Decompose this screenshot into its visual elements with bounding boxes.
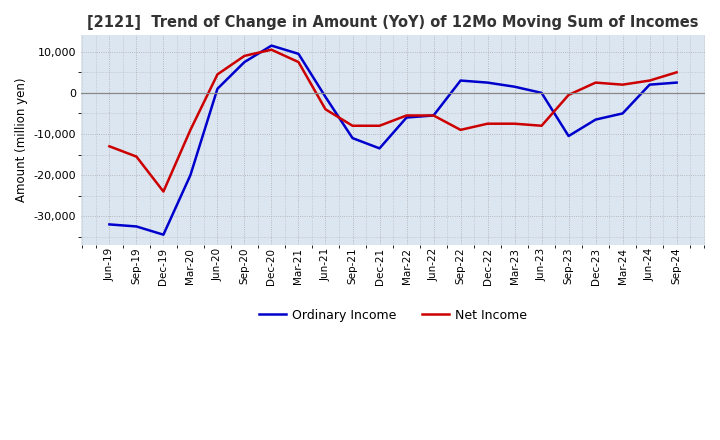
Ordinary Income [186,172,194,178]
Ordinary Income [429,113,438,118]
Net Income [618,82,627,87]
Ordinary Income [645,82,654,87]
Net Income [483,121,492,126]
Ordinary Income [510,84,519,89]
Ordinary Income [375,146,384,151]
Net Income [186,127,194,132]
Net Income [105,144,114,149]
Legend: Ordinary Income, Net Income: Ordinary Income, Net Income [253,304,533,327]
Net Income [564,92,573,98]
Line: Net Income: Net Income [109,50,677,191]
Ordinary Income [537,90,546,95]
Ordinary Income [267,43,276,48]
Net Income [429,113,438,118]
Ordinary Income [591,117,600,122]
Ordinary Income [294,51,303,56]
Ordinary Income [402,115,411,120]
Net Income [213,72,222,77]
Ordinary Income [105,222,114,227]
Ordinary Income [456,78,465,83]
Y-axis label: Amount (million yen): Amount (million yen) [15,78,28,202]
Net Income [294,59,303,65]
Net Income [132,154,140,159]
Ordinary Income [483,80,492,85]
Ordinary Income [240,59,249,65]
Net Income [456,127,465,132]
Ordinary Income [321,94,330,99]
Ordinary Income [618,111,627,116]
Ordinary Income [564,133,573,139]
Line: Ordinary Income: Ordinary Income [109,46,677,235]
Ordinary Income [672,80,681,85]
Net Income [240,53,249,59]
Ordinary Income [348,136,357,141]
Net Income [267,47,276,52]
Net Income [159,189,168,194]
Net Income [591,80,600,85]
Title: [2121]  Trend of Change in Amount (YoY) of 12Mo Moving Sum of Incomes: [2121] Trend of Change in Amount (YoY) o… [87,15,699,30]
Net Income [645,78,654,83]
Net Income [672,70,681,75]
Net Income [375,123,384,128]
Net Income [402,113,411,118]
Ordinary Income [213,86,222,92]
Ordinary Income [159,232,168,237]
Net Income [348,123,357,128]
Net Income [321,106,330,112]
Net Income [510,121,519,126]
Net Income [537,123,546,128]
Ordinary Income [132,224,140,229]
